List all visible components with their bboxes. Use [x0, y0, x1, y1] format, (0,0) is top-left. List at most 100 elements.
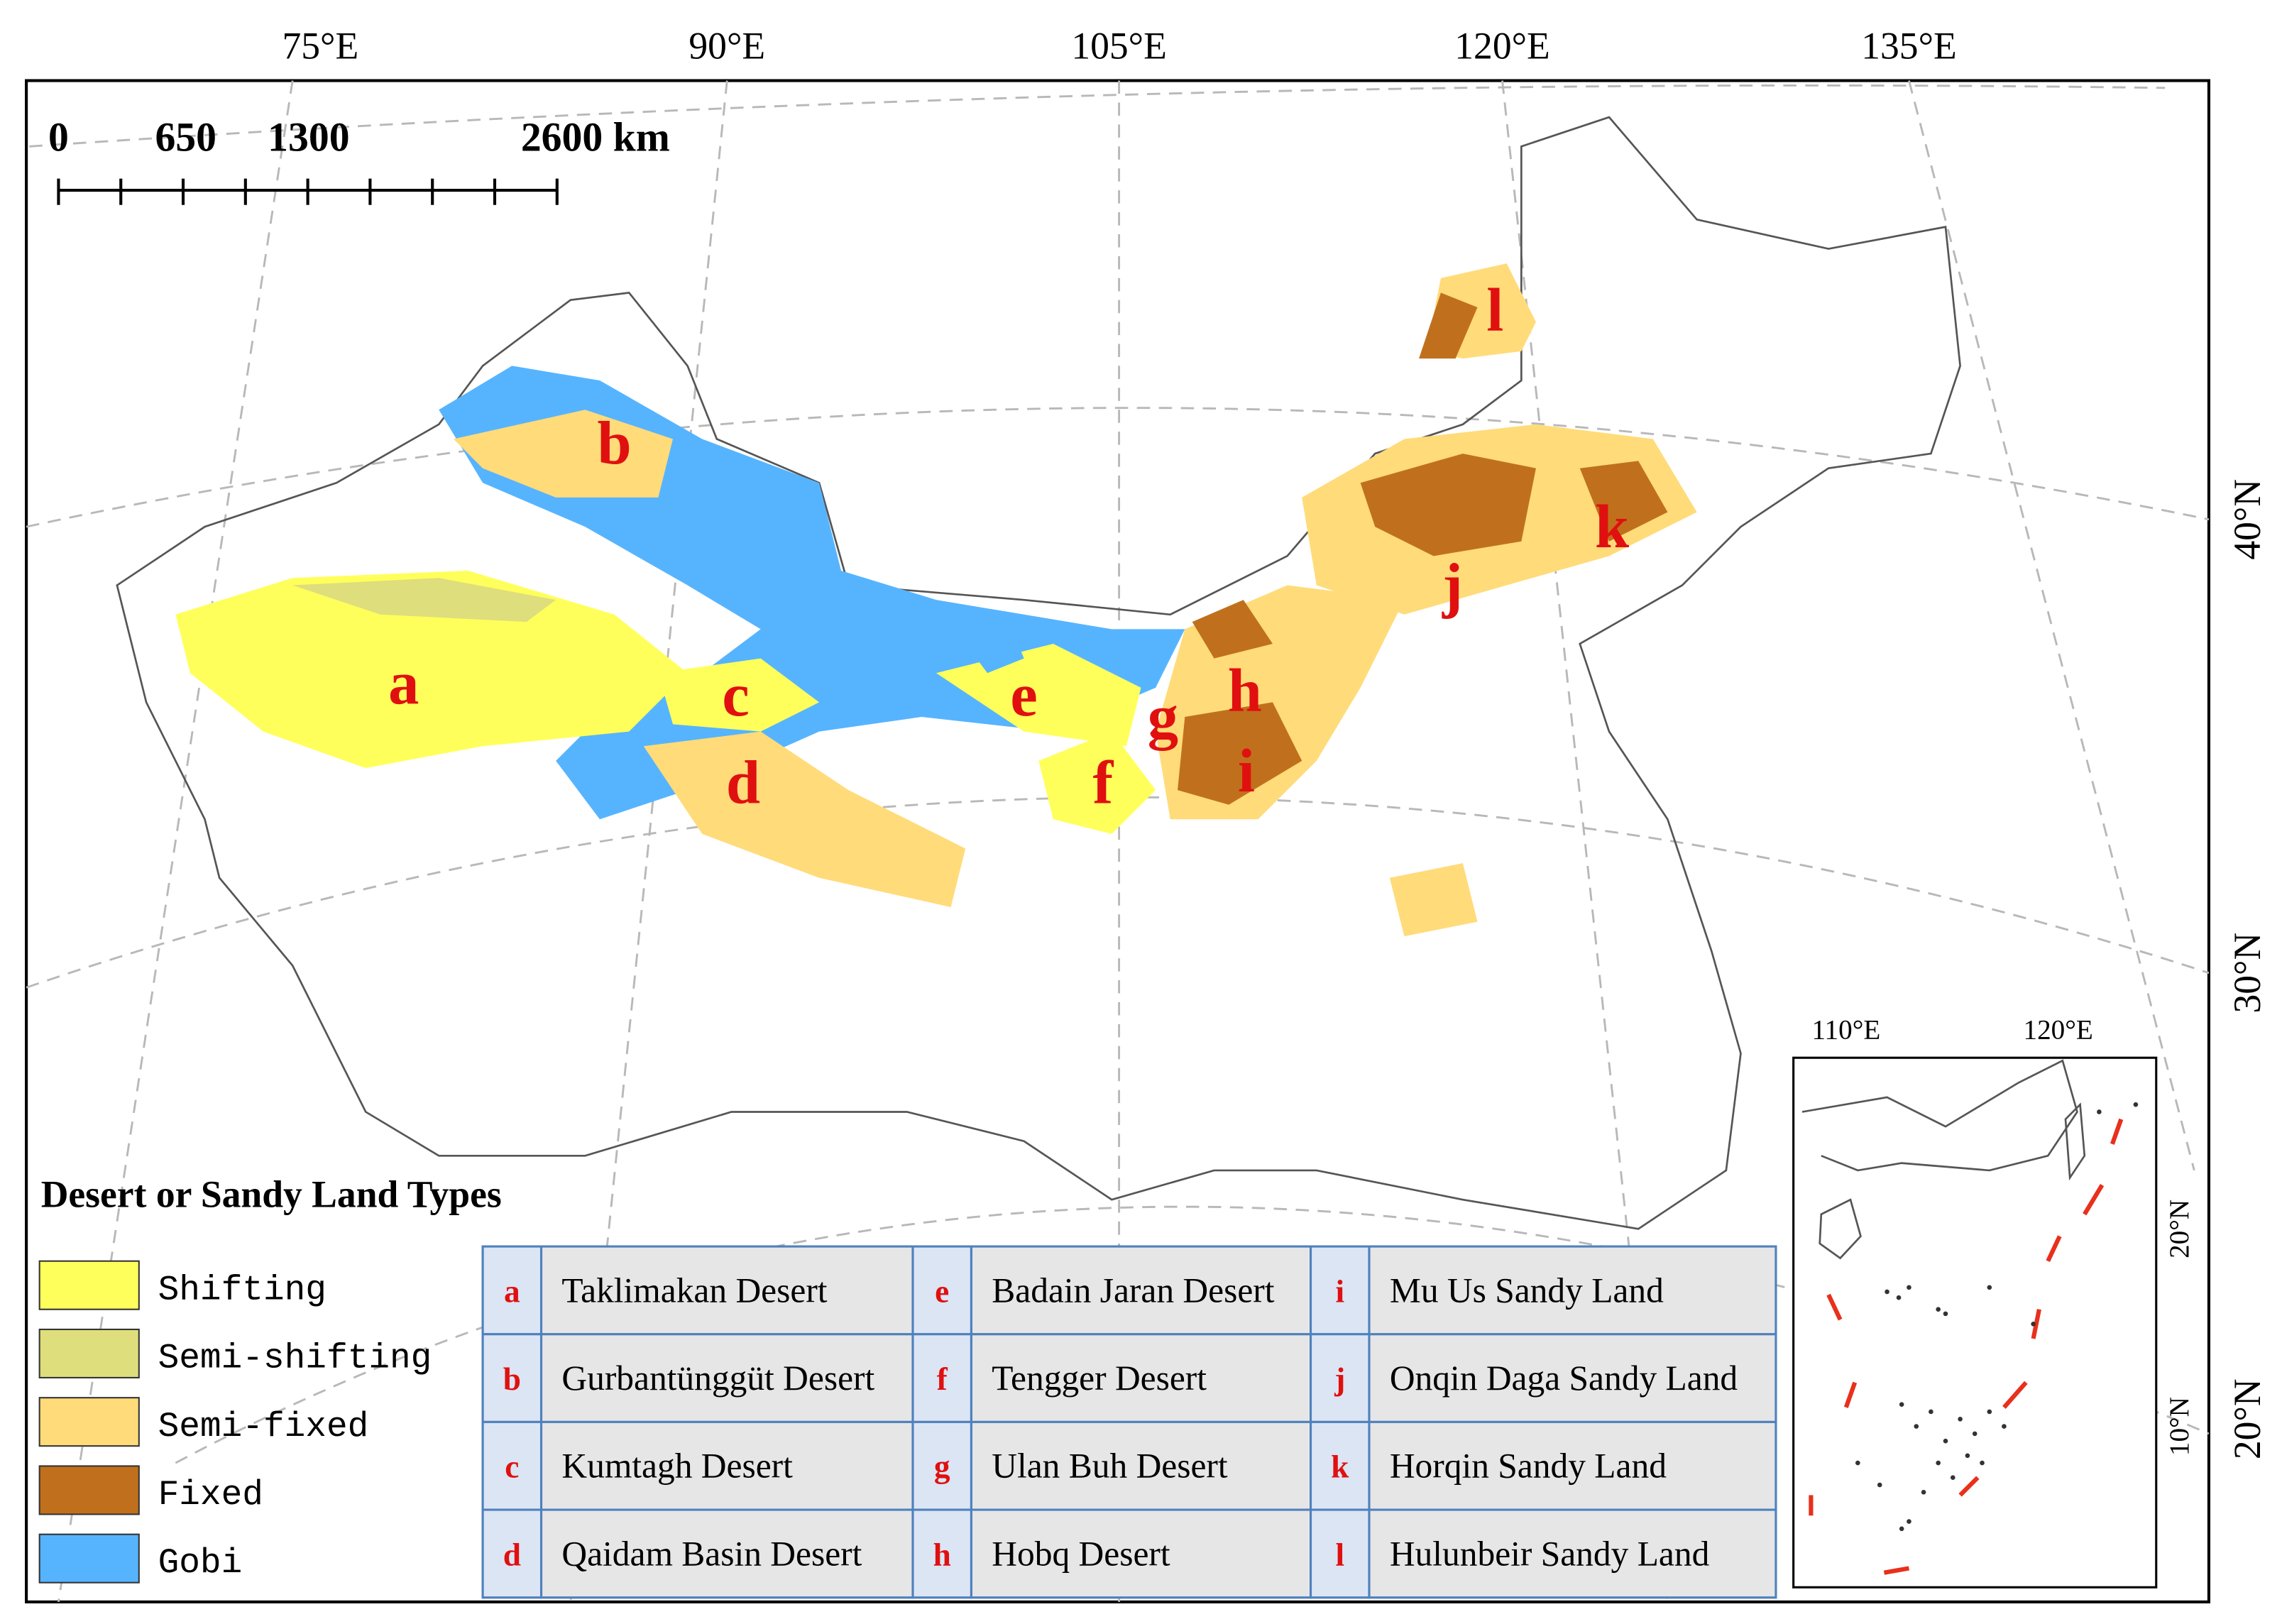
- table-name: Mu Us Sandy Land: [1390, 1271, 1664, 1310]
- inset-island-dot: [1936, 1307, 1941, 1312]
- table-letter: c: [505, 1449, 519, 1485]
- legend-label: Semi-shifting: [158, 1339, 432, 1378]
- inset-island-dot: [1965, 1453, 1970, 1459]
- inset-island-dot: [1877, 1482, 1882, 1488]
- table-letter: h: [933, 1537, 951, 1572]
- name-cell: [970, 1420, 1312, 1511]
- table-name: Ulan Buh Desert: [992, 1447, 1228, 1486]
- inset-longitude: 110°E: [1811, 1014, 1880, 1045]
- table-name: Kumtagh Desert: [561, 1447, 793, 1486]
- table-name: Badain Jaran Desert: [992, 1271, 1274, 1310]
- land-patch: [1192, 600, 1273, 659]
- table-name: Tengger Desert: [992, 1359, 1207, 1398]
- name-cell: [1368, 1333, 1777, 1423]
- land-patch: [1389, 863, 1478, 937]
- parallel: [29, 84, 2166, 148]
- inset-longitude: 120°E: [2024, 1014, 2093, 1045]
- longitude-label: 120°E: [1454, 25, 1550, 67]
- inset-frame: [1792, 1056, 2158, 1589]
- table-letter: g: [934, 1449, 950, 1485]
- inset-island-dot: [1987, 1285, 1992, 1290]
- nine-dash-segment: [1958, 1476, 1980, 1497]
- parallel: [175, 1205, 2210, 1464]
- legend-swatch: [38, 1465, 140, 1515]
- inset-island-dot: [1899, 1402, 1904, 1407]
- map-label: f: [1093, 749, 1114, 817]
- map-label: j: [1442, 551, 1463, 619]
- inset-island-dot: [1907, 1519, 1911, 1524]
- inset-island-dot: [1936, 1460, 1941, 1466]
- land-patch: [1038, 731, 1156, 834]
- land-patch: [175, 570, 688, 769]
- nine-dash-segment: [1826, 1293, 1843, 1321]
- letter-cell: [911, 1420, 972, 1511]
- nine-dash-segment: [2083, 1183, 2105, 1216]
- scale-label: 1300: [268, 115, 349, 160]
- scale-label: 2600 km: [521, 115, 670, 160]
- inset-island-dot: [1951, 1475, 1955, 1481]
- table-name: Onqin Daga Sandy Land: [1390, 1359, 1738, 1398]
- legend-swatch: [38, 1397, 140, 1447]
- table-name: Gurbantünggüt Desert: [561, 1359, 874, 1398]
- inset-island-dot: [1899, 1526, 1904, 1532]
- land-patch: [453, 410, 674, 498]
- table-letter: b: [503, 1361, 521, 1397]
- nine-dash-segment: [2031, 1309, 2041, 1339]
- table-letter: i: [1335, 1273, 1344, 1309]
- name-cell: [539, 1333, 914, 1423]
- land-patch: [1360, 454, 1536, 556]
- land-patch: [965, 622, 1024, 674]
- map-label: b: [598, 410, 632, 478]
- inset-island-dot: [1987, 1409, 1992, 1415]
- table-name: Hobq Desert: [992, 1534, 1170, 1573]
- name-cell: [970, 1245, 1312, 1336]
- table-letter: k: [1331, 1449, 1349, 1485]
- inset-island: [2064, 1102, 2086, 1181]
- inset-latitude: 20°N: [2164, 1200, 2195, 1258]
- letter-cell: [911, 1508, 972, 1599]
- longitude-label: 75°E: [282, 25, 358, 67]
- land-patch: [643, 731, 966, 907]
- map-label: h: [1228, 657, 1262, 725]
- name-cell: [970, 1508, 1312, 1599]
- inset-island-dot: [2133, 1102, 2139, 1107]
- inset-island-dot: [1885, 1289, 1889, 1295]
- nine-dash-segment: [2002, 1381, 2028, 1409]
- table-letter: f: [937, 1361, 948, 1397]
- inset-island-dot: [1921, 1490, 1926, 1495]
- nine-dash-segment: [2110, 1118, 2124, 1145]
- land-cover: [175, 263, 1697, 937]
- inset-coast: [1801, 1059, 2078, 1172]
- country-outline: [116, 116, 1961, 1230]
- inset-island-dot: [1929, 1409, 1933, 1415]
- map-label: i: [1238, 737, 1255, 805]
- legend-swatch: [38, 1260, 140, 1310]
- legend-label: Shifting: [158, 1270, 327, 1310]
- table-letter: a: [504, 1273, 520, 1309]
- inset-island-dot: [1958, 1416, 1963, 1422]
- letter-cell: [1310, 1245, 1371, 1336]
- latitude-label: 30°N: [2226, 933, 2269, 1014]
- longitude-label: 90°E: [689, 25, 765, 67]
- land-patch: [1178, 702, 1302, 805]
- inset-island-dot: [2097, 1109, 2102, 1114]
- latitude-label: 20°N: [2226, 1378, 2269, 1459]
- latitude-label: 40°N: [2226, 479, 2269, 560]
- name-cell: [1368, 1508, 1777, 1599]
- map-label: l: [1486, 276, 1503, 344]
- map-label: c: [722, 661, 749, 729]
- table-letter: d: [503, 1537, 521, 1572]
- table-name: Taklimakan Desert: [561, 1271, 827, 1310]
- legend-label: Gobi: [158, 1543, 243, 1583]
- legend-swatch: [38, 1533, 140, 1584]
- scale-label: 650: [155, 115, 216, 160]
- inset-island-dot: [1943, 1311, 1948, 1317]
- inset-island-dot: [1907, 1285, 1911, 1290]
- inset-island-dot: [1972, 1431, 1977, 1437]
- inset-island-dot: [2031, 1322, 2036, 1327]
- table-letter: l: [1335, 1537, 1344, 1572]
- map-label: a: [388, 649, 419, 717]
- nine-dash-segment: [2046, 1235, 2062, 1263]
- longitude-label: 105°E: [1071, 25, 1167, 67]
